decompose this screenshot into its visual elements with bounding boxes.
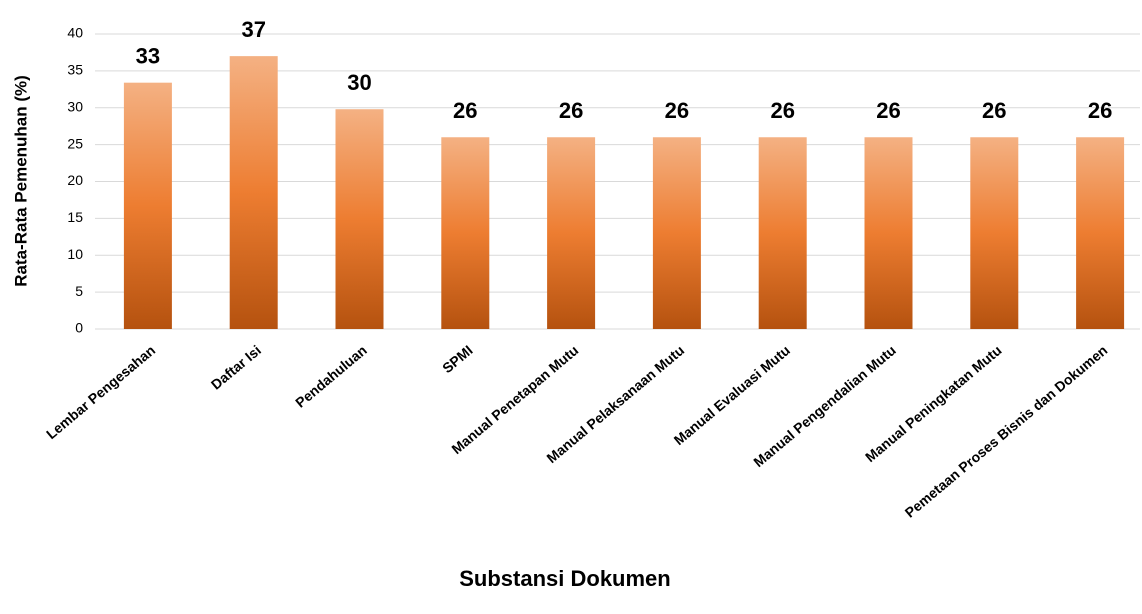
y-tick-label: 30 xyxy=(67,98,83,114)
bar xyxy=(652,137,701,329)
y-tick-label: 0 xyxy=(75,320,83,336)
bar xyxy=(441,137,490,329)
value-label: 26 xyxy=(559,98,583,123)
x-tick-label: Pemetaan Proses Bisnis dan Dokumen xyxy=(902,342,1111,521)
value-label: 26 xyxy=(453,98,477,123)
bar xyxy=(547,137,596,329)
y-tick-label: 20 xyxy=(67,172,83,188)
bar xyxy=(864,137,913,329)
x-axis-title: Substansi Dokumen xyxy=(459,566,670,591)
value-label: 26 xyxy=(1088,98,1112,123)
value-label: 26 xyxy=(665,98,689,123)
x-tick-label: Pendahuluan xyxy=(292,342,370,411)
y-tick-label: 40 xyxy=(67,25,83,41)
bar xyxy=(758,137,807,329)
value-label: 37 xyxy=(241,17,265,42)
y-tick-label: 5 xyxy=(75,283,83,299)
x-tick-label: Manual Evaluasi Mutu xyxy=(671,342,793,448)
x-tick-label: Daftar Isi xyxy=(208,342,264,393)
value-label: 26 xyxy=(876,98,900,123)
bar xyxy=(1076,137,1125,329)
y-tick-label: 10 xyxy=(67,246,83,262)
bar xyxy=(123,82,172,329)
value-label: 33 xyxy=(136,43,160,68)
y-axis-title: Rata-Rata Pemenuhan (%) xyxy=(11,75,30,287)
bar xyxy=(229,56,278,329)
value-label: 26 xyxy=(982,98,1006,123)
y-tick-label: 25 xyxy=(67,135,83,151)
value-label: 30 xyxy=(347,70,371,95)
x-tick-label: SPMI xyxy=(439,342,476,376)
x-tick-label: Lembar Pengesahan xyxy=(43,342,158,442)
bar xyxy=(970,137,1019,329)
y-tick-label: 35 xyxy=(67,62,83,78)
bar xyxy=(335,109,384,329)
y-tick-label: 15 xyxy=(67,209,83,225)
value-label: 26 xyxy=(770,98,794,123)
